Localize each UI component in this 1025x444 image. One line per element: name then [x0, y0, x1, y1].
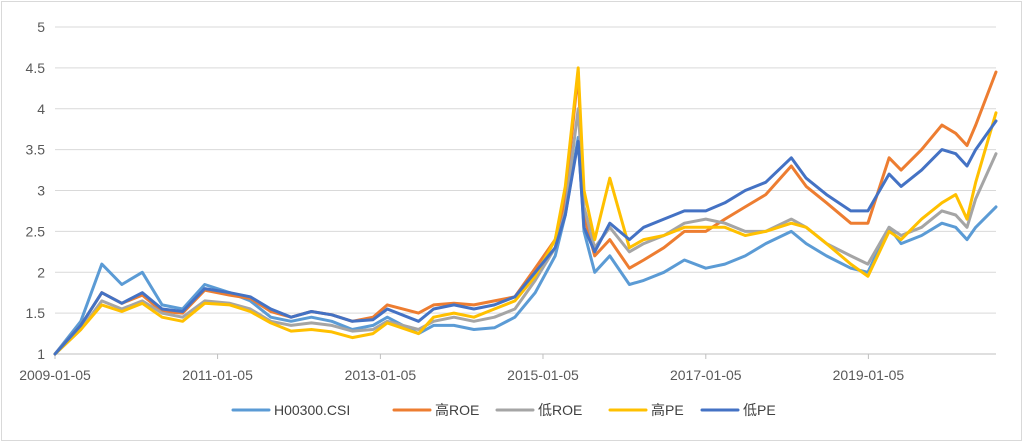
x-tick-label: 2017-01-05: [670, 367, 742, 383]
y-tick-label: 3.5: [26, 142, 46, 158]
x-tick-label: 2013-01-05: [345, 367, 417, 383]
series-line-0: [53, 135, 998, 356]
series-line-3: [53, 66, 998, 356]
legend-label: 低ROE: [538, 402, 582, 418]
gridlines: [55, 26, 996, 355]
y-tick-label: 1: [37, 346, 45, 362]
y-tick-label: 2.5: [26, 223, 46, 239]
x-tick-label: 2015-01-05: [507, 367, 579, 383]
y-tick-label: 3: [37, 183, 45, 199]
legend: H00300.CSI 高ROE 低ROE 高PE 低PE: [231, 402, 776, 418]
legend-label: H00300.CSI: [274, 402, 350, 418]
y-tick-label: 5: [37, 19, 45, 35]
y-tick-label: 2: [37, 264, 45, 280]
legend-label: 高ROE: [435, 402, 479, 418]
y-tick-label: 1.5: [26, 305, 46, 321]
x-axis-tick-labels: 2009-01-05 2011-01-05 2013-01-05 2015-01-05…: [19, 354, 904, 383]
y-axis-tick-labels: 1 1.5 2 2.5 3 3.5 4 4.5 5: [26, 19, 46, 362]
series-line-4: [53, 119, 998, 356]
x-tick-label: 2009-01-05: [19, 367, 91, 383]
legend-label: 高PE: [651, 402, 684, 418]
y-tick-label: 4.5: [26, 60, 46, 76]
series-line-1: [53, 70, 998, 356]
legend-label: 低PE: [743, 402, 776, 418]
y-tick-label: 4: [37, 101, 45, 117]
series-lines: [53, 66, 998, 356]
x-tick-label: 2011-01-05: [182, 367, 253, 383]
x-tick-label: 2019-01-05: [833, 367, 905, 383]
